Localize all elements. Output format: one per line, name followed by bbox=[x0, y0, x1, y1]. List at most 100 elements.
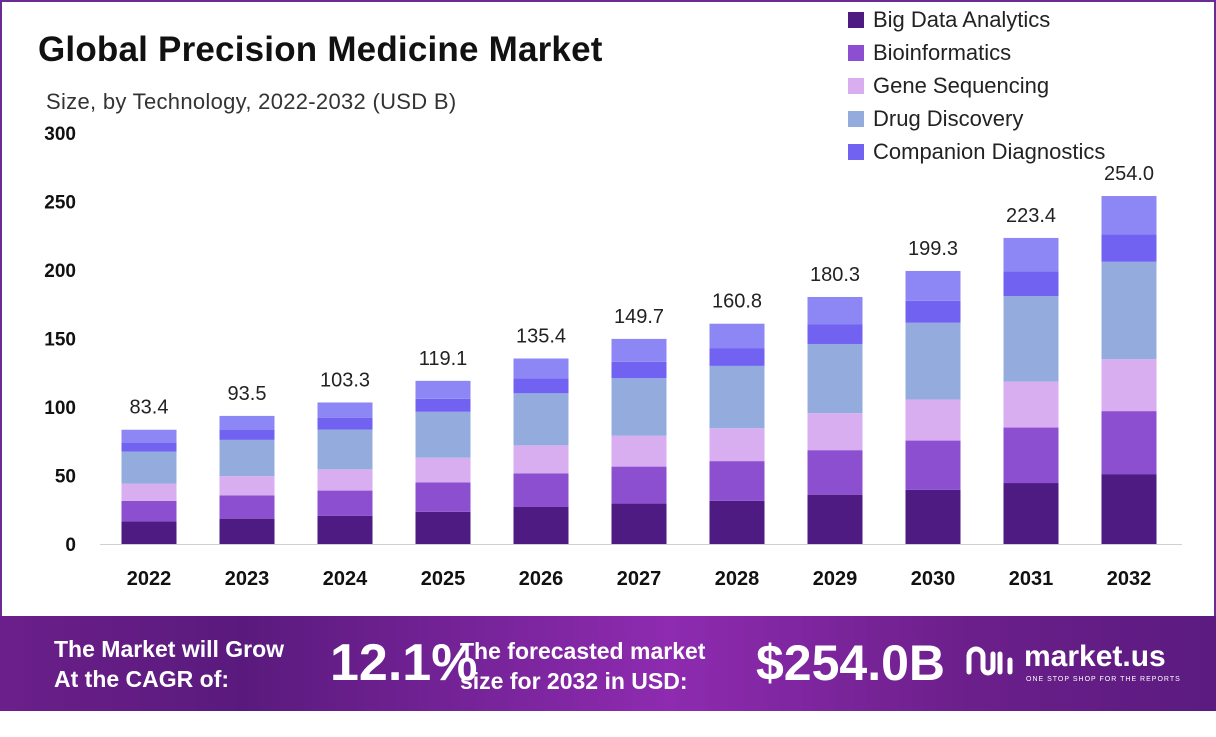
market-us-logo-icon bbox=[966, 646, 1013, 676]
market-size-value: $254.0B bbox=[756, 635, 946, 691]
bar-segment-gene-sequencing-2029 bbox=[807, 413, 863, 451]
cagr-caption-line1: The Market will Grow bbox=[54, 636, 285, 662]
bar-stack-2031: 223.4 bbox=[1003, 205, 1059, 544]
bar-segment-big-data-analytics-2023 bbox=[219, 518, 275, 544]
bar-segment-companion-diagnostics-2028 bbox=[709, 348, 765, 366]
bar-segment-gene-sequencing-2023 bbox=[219, 476, 275, 496]
bar-segment-bioinformatics-2022 bbox=[121, 500, 177, 522]
x-tick-label-2028: 2028 bbox=[715, 568, 760, 590]
bar-segment-gene-sequencing-2022 bbox=[121, 483, 177, 501]
y-tick-label: 250 bbox=[44, 193, 76, 214]
bar-segment-gene-sequencing-2027 bbox=[611, 435, 667, 467]
bar-segment-big-data-analytics-2029 bbox=[807, 494, 863, 544]
bars: 83.4 93.5 103.3 119.1 135.4 149.7 160.8 180.3 19… bbox=[121, 163, 1157, 544]
bar-segment-bioinformatics-2025 bbox=[415, 482, 471, 512]
bar-segment-drug-discovery-2031 bbox=[1003, 296, 1059, 382]
cagr-caption: The Market will Grow At the CAGR of: bbox=[54, 634, 284, 694]
legend-swatch bbox=[848, 110, 864, 127]
legend-item-drug-discovery: Drug Discovery bbox=[848, 102, 1105, 135]
legend-item-big-data-analytics: Big Data Analytics bbox=[848, 3, 1105, 36]
x-tick-label-2026: 2026 bbox=[519, 568, 564, 590]
bar-segment-gene-sequencing-2032 bbox=[1101, 359, 1157, 412]
market-size-caption: The forecasted market size for 2032 in U… bbox=[460, 636, 705, 696]
bar-segment-gene-sequencing-2024 bbox=[317, 469, 373, 491]
total-label-2032: 254.0 bbox=[1104, 163, 1154, 185]
brand-name: market.us bbox=[1024, 640, 1166, 673]
cagr-value: 12.1% bbox=[330, 634, 478, 692]
bar-segment-other-2025 bbox=[415, 380, 471, 399]
bar-segment-drug-discovery-2028 bbox=[709, 365, 765, 429]
bar-segment-other-2028 bbox=[709, 323, 765, 349]
bar-segment-companion-diagnostics-2032 bbox=[1101, 234, 1157, 262]
bar-segment-bioinformatics-2029 bbox=[807, 450, 863, 495]
bar-segment-bioinformatics-2023 bbox=[219, 495, 275, 519]
x-tick-label-2024: 2024 bbox=[323, 568, 368, 590]
legend-item-bioinformatics: Bioinformatics bbox=[848, 36, 1105, 69]
bar-stack-2022: 83.4 bbox=[121, 397, 177, 544]
bar-stack-2029: 180.3 bbox=[807, 264, 863, 544]
total-label-2025: 119.1 bbox=[419, 348, 468, 370]
bar-segment-drug-discovery-2027 bbox=[611, 378, 667, 436]
legend-label: Bioinformatics bbox=[873, 39, 1012, 65]
bar-segment-companion-diagnostics-2027 bbox=[611, 361, 667, 379]
bar-segment-bioinformatics-2030 bbox=[905, 440, 961, 490]
bar-segment-companion-diagnostics-2030 bbox=[905, 300, 961, 323]
x-tick-label-2031: 2031 bbox=[1009, 568, 1054, 590]
brand-tagline: ONE STOP SHOP FOR THE REPORTS bbox=[1026, 676, 1181, 683]
bar-segment-other-2030 bbox=[905, 270, 961, 301]
legend-swatch bbox=[848, 44, 864, 61]
y-tick-label: 100 bbox=[44, 398, 76, 419]
bar-segment-drug-discovery-2026 bbox=[513, 393, 569, 446]
bar-segment-big-data-analytics-2032 bbox=[1101, 474, 1157, 544]
bar-segment-other-2029 bbox=[807, 296, 863, 325]
bar-segment-drug-discovery-2024 bbox=[317, 429, 373, 470]
stacked-bar-chart: 0 50 100 150 200 250 300 83.4 93.5 103.3 119.1 135… bbox=[44, 124, 1182, 590]
bar-segment-gene-sequencing-2025 bbox=[415, 457, 471, 483]
bar-segment-drug-discovery-2032 bbox=[1101, 261, 1157, 360]
bar-segment-big-data-analytics-2026 bbox=[513, 507, 569, 544]
x-tick-label-2030: 2030 bbox=[911, 568, 956, 590]
bar-segment-bioinformatics-2028 bbox=[709, 461, 765, 501]
bar-segment-drug-discovery-2030 bbox=[905, 322, 961, 400]
bar-segment-other-2024 bbox=[317, 402, 373, 418]
total-label-2028: 160.8 bbox=[712, 291, 762, 313]
bar-segment-other-2022 bbox=[121, 429, 177, 443]
bar-stack-2026: 135.4 bbox=[513, 326, 569, 544]
bar-segment-drug-discovery-2029 bbox=[807, 343, 863, 414]
x-tick-label-2027: 2027 bbox=[617, 568, 662, 590]
bar-segment-big-data-analytics-2022 bbox=[121, 521, 177, 544]
legend-swatch bbox=[848, 77, 864, 94]
bar-segment-bioinformatics-2024 bbox=[317, 490, 373, 516]
legend-label: Drug Discovery bbox=[873, 105, 1024, 131]
bar-segment-companion-diagnostics-2024 bbox=[317, 417, 373, 430]
total-label-2023: 93.5 bbox=[228, 383, 267, 405]
legend-label: Companion Diagnostics bbox=[873, 138, 1106, 164]
y-axis: 0 50 100 150 200 250 300 bbox=[44, 124, 76, 556]
bar-segment-gene-sequencing-2028 bbox=[709, 428, 765, 462]
bar-segment-other-2031 bbox=[1003, 237, 1059, 272]
x-tick-label-2022: 2022 bbox=[127, 568, 172, 590]
y-tick-label: 150 bbox=[44, 330, 76, 351]
legend-label: Gene Sequencing bbox=[873, 72, 1050, 98]
bar-segment-bioinformatics-2027 bbox=[611, 466, 667, 504]
cagr-caption-line2: At the CAGR of: bbox=[54, 666, 230, 692]
bar-segment-other-2026 bbox=[513, 358, 569, 379]
total-label-2024: 103.3 bbox=[320, 369, 370, 391]
x-tick-label-2029: 2029 bbox=[813, 568, 858, 590]
bar-stack-2025: 119.1 bbox=[415, 348, 471, 544]
bar-stack-2032: 254.0 bbox=[1101, 163, 1157, 544]
bar-segment-gene-sequencing-2030 bbox=[905, 399, 961, 441]
bar-segment-companion-diagnostics-2031 bbox=[1003, 271, 1059, 297]
bar-segment-gene-sequencing-2031 bbox=[1003, 381, 1059, 428]
bar-segment-bioinformatics-2032 bbox=[1101, 411, 1157, 475]
x-tick-label-2025: 2025 bbox=[421, 568, 466, 590]
total-label-2031: 223.4 bbox=[1006, 205, 1056, 227]
y-tick-label: 0 bbox=[65, 535, 76, 556]
y-tick-label: 200 bbox=[44, 261, 76, 282]
x-axis: 2022 2023 2024 2025 2026 2027 2028 2029 2030 2031… bbox=[100, 544, 1182, 590]
y-tick-label: 300 bbox=[44, 124, 76, 145]
bar-segment-drug-discovery-2023 bbox=[219, 439, 275, 477]
bar-segment-big-data-analytics-2030 bbox=[905, 489, 961, 544]
bar-stack-2024: 103.3 bbox=[317, 369, 373, 544]
bar-segment-bioinformatics-2026 bbox=[513, 473, 569, 508]
